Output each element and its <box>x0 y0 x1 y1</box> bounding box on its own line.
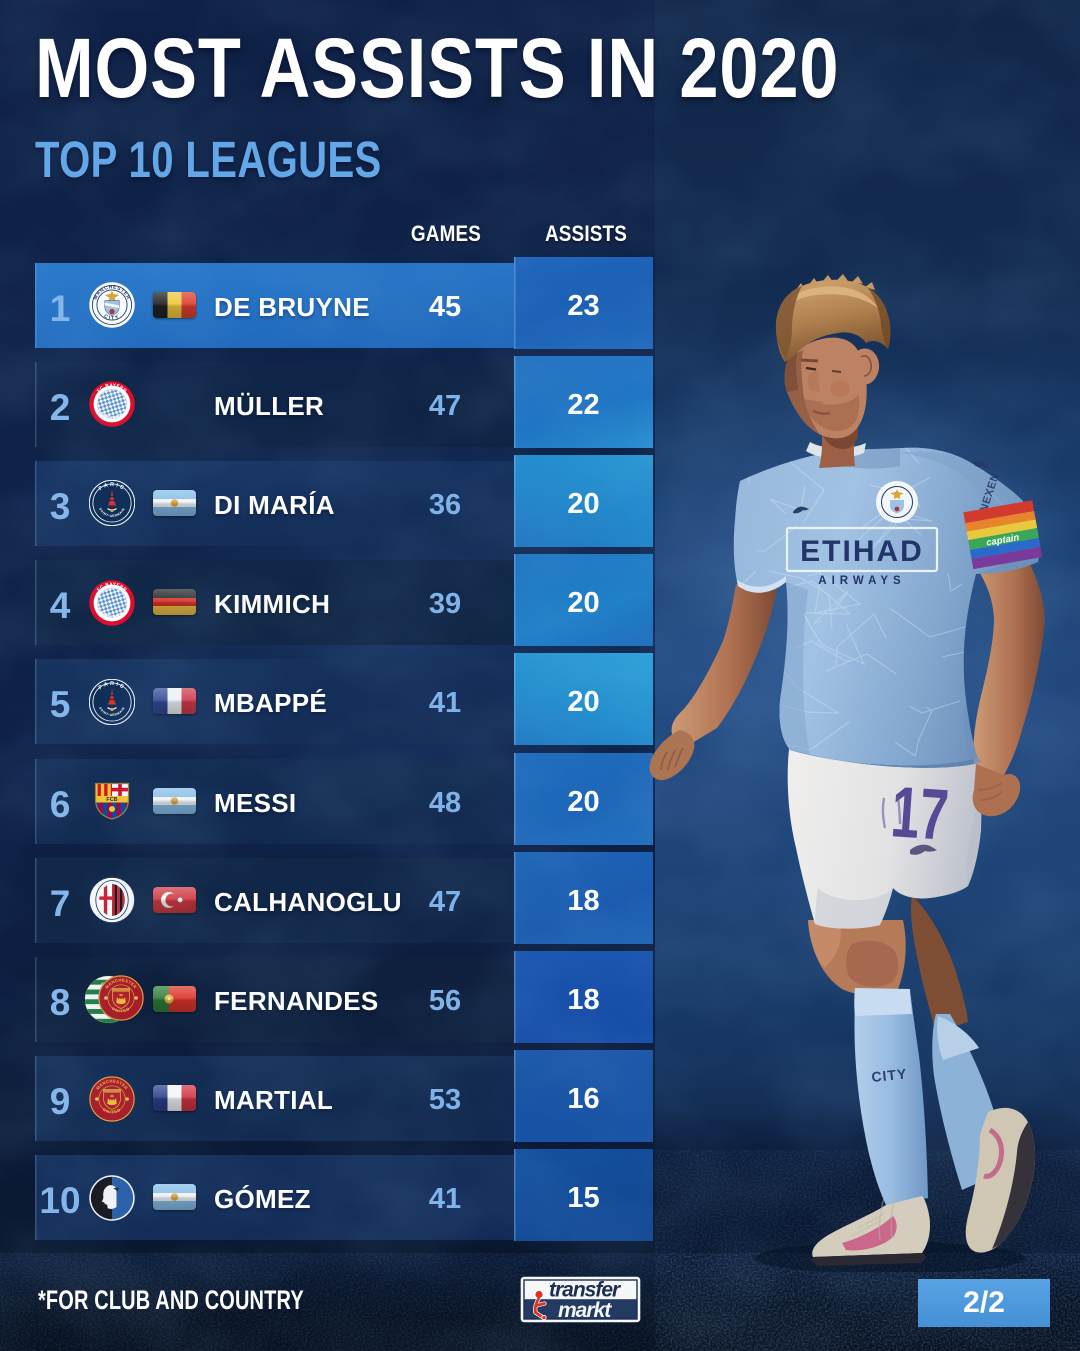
svg-text:AIRWAYS: AIRWAYS <box>818 575 905 587</box>
svg-text:CITY: CITY <box>871 1065 908 1085</box>
svg-text:17: 17 <box>889 772 951 856</box>
svg-text:transfer: transfer <box>549 1279 622 1302</box>
svg-text:markt: markt <box>558 1299 612 1322</box>
svg-text:ETIHAD: ETIHAD <box>800 535 924 568</box>
